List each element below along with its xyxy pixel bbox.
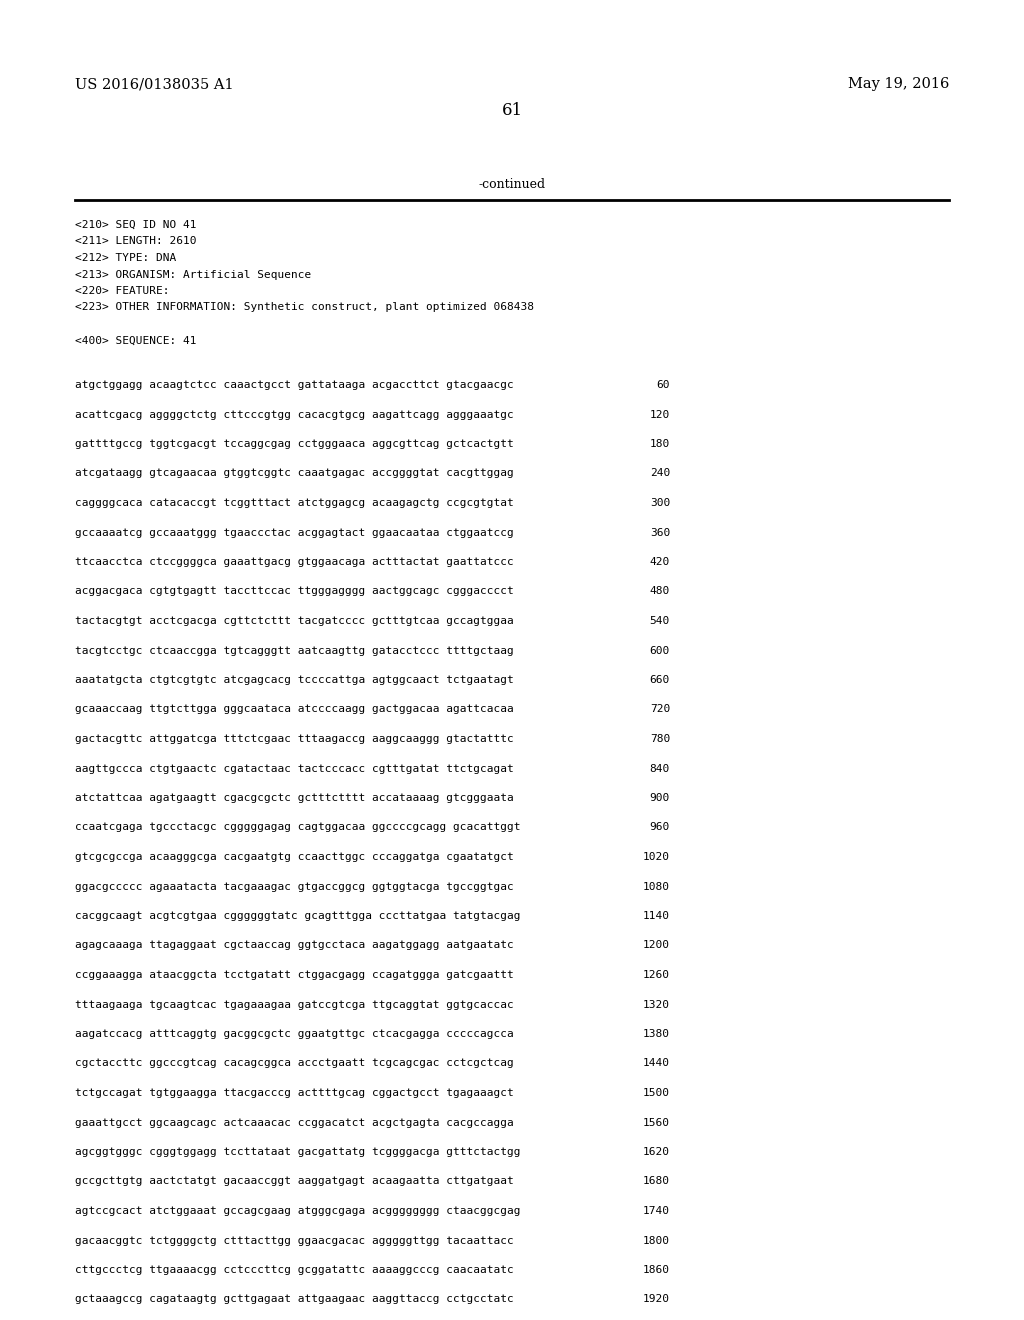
Text: agtccgcact atctggaaat gccagcgaag atgggcgaga acgggggggg ctaacggcgag: agtccgcact atctggaaat gccagcgaag atgggcg… [75,1206,520,1216]
Text: gattttgccg tggtcgacgt tccaggcgag cctgggaaca aggcgttcag gctcactgtt: gattttgccg tggtcgacgt tccaggcgag cctggga… [75,440,514,449]
Text: atgctggagg acaagtctcc caaactgcct gattataaga acgaccttct gtacgaacgc: atgctggagg acaagtctcc caaactgcct gattata… [75,380,514,389]
Text: tactacgtgt acctcgacga cgttctcttt tacgatcccc gctttgtcaa gccagtggaa: tactacgtgt acctcgacga cgttctcttt tacgatc… [75,616,514,626]
Text: 720: 720 [650,705,670,714]
Text: gaaattgcct ggcaagcagc actcaaacac ccggacatct acgctgagta cacgccagga: gaaattgcct ggcaagcagc actcaaacac ccggaca… [75,1118,514,1127]
Text: May 19, 2016: May 19, 2016 [848,77,949,91]
Text: tctgccagat tgtggaagga ttacgacccg acttttgcag cggactgcct tgagaaagct: tctgccagat tgtggaagga ttacgacccg acttttg… [75,1088,514,1098]
Text: 1800: 1800 [643,1236,670,1246]
Text: 1500: 1500 [643,1088,670,1098]
Text: <400> SEQUENCE: 41: <400> SEQUENCE: 41 [75,335,197,346]
Text: tttaagaaga tgcaagtcac tgagaaagaa gatccgtcga ttgcaggtat ggtgcaccac: tttaagaaga tgcaagtcac tgagaaagaa gatccgt… [75,999,514,1010]
Text: 900: 900 [650,793,670,803]
Text: atcgataagg gtcagaacaa gtggtcggtc caaatgagac accggggtat cacgttggag: atcgataagg gtcagaacaa gtggtcggtc caaatga… [75,469,514,479]
Text: 480: 480 [650,586,670,597]
Text: 1680: 1680 [643,1176,670,1187]
Text: 240: 240 [650,469,670,479]
Text: aagttgccca ctgtgaactc cgatactaac tactcccacc cgtttgatat ttctgcagat: aagttgccca ctgtgaactc cgatactaac tactccc… [75,763,514,774]
Text: <211> LENGTH: 2610: <211> LENGTH: 2610 [75,236,197,247]
Text: 540: 540 [650,616,670,626]
Text: <220> FEATURE:: <220> FEATURE: [75,286,170,296]
Text: 1920: 1920 [643,1295,670,1304]
Text: gacaacggtc tctggggctg ctttacttgg ggaacgacac agggggttgg tacaattacc: gacaacggtc tctggggctg ctttacttgg ggaacga… [75,1236,514,1246]
Text: 300: 300 [650,498,670,508]
Text: <210> SEQ ID NO 41: <210> SEQ ID NO 41 [75,220,197,230]
Text: ccggaaagga ataacggcta tcctgatatt ctggacgagg ccagatggga gatcgaattt: ccggaaagga ataacggcta tcctgatatt ctggacg… [75,970,514,979]
Text: 1320: 1320 [643,999,670,1010]
Text: caggggcaca catacaccgt tcggtttact atctggagcg acaagagctg ccgcgtgtat: caggggcaca catacaccgt tcggtttact atctgga… [75,498,514,508]
Text: 1200: 1200 [643,940,670,950]
Text: 1140: 1140 [643,911,670,921]
Text: gctaaagccg cagataagtg gcttgagaat attgaagaac aaggttaccg cctgcctatc: gctaaagccg cagataagtg gcttgagaat attgaag… [75,1295,514,1304]
Text: gccaaaatcg gccaaatggg tgaaccctac acggagtact ggaacaataa ctggaatccg: gccaaaatcg gccaaatggg tgaaccctac acggagt… [75,528,514,537]
Text: gactacgttc attggatcga tttctcgaac tttaagaccg aaggcaaggg gtactatttc: gactacgttc attggatcga tttctcgaac tttaaga… [75,734,514,744]
Text: 660: 660 [650,675,670,685]
Text: ccaatcgaga tgccctacgc cgggggagag cagtggacaa ggccccgcagg gcacattggt: ccaatcgaga tgccctacgc cgggggagag cagtgga… [75,822,520,833]
Text: 1020: 1020 [643,851,670,862]
Text: atctattcaa agatgaagtt cgacgcgctc gctttctttt accataaaag gtcgggaata: atctattcaa agatgaagtt cgacgcgctc gctttct… [75,793,514,803]
Text: 120: 120 [650,409,670,420]
Text: 1440: 1440 [643,1059,670,1068]
Text: US 2016/0138035 A1: US 2016/0138035 A1 [75,77,233,91]
Text: tacgtcctgc ctcaaccgga tgtcagggtt aatcaagttg gatacctccc ttttgctaag: tacgtcctgc ctcaaccgga tgtcagggtt aatcaag… [75,645,514,656]
Text: 1740: 1740 [643,1206,670,1216]
Text: cacggcaagt acgtcgtgaa cggggggtatc gcagtttgga cccttatgaa tatgtacgag: cacggcaagt acgtcgtgaa cggggggtatc gcagtt… [75,911,520,921]
Text: 600: 600 [650,645,670,656]
Text: gccgcttgtg aactctatgt gacaaccggt aaggatgagt acaagaatta cttgatgaat: gccgcttgtg aactctatgt gacaaccggt aaggatg… [75,1176,514,1187]
Text: -continued: -continued [478,178,546,191]
Text: 1620: 1620 [643,1147,670,1158]
Text: gcaaaccaag ttgtcttgga gggcaataca atccccaagg gactggacaa agattcacaa: gcaaaccaag ttgtcttgga gggcaataca atcccca… [75,705,514,714]
Text: 60: 60 [656,380,670,389]
Text: 960: 960 [650,822,670,833]
Text: 1080: 1080 [643,882,670,891]
Text: 360: 360 [650,528,670,537]
Text: 180: 180 [650,440,670,449]
Text: <213> ORGANISM: Artificial Sequence: <213> ORGANISM: Artificial Sequence [75,269,311,280]
Text: cgctaccttc ggcccgtcag cacagcggca accctgaatt tcgcagcgac cctcgctcag: cgctaccttc ggcccgtcag cacagcggca accctga… [75,1059,514,1068]
Text: 1260: 1260 [643,970,670,979]
Text: <223> OTHER INFORMATION: Synthetic construct, plant optimized 068438: <223> OTHER INFORMATION: Synthetic const… [75,302,534,313]
Text: acggacgaca cgtgtgagtt taccttccac ttgggagggg aactggcagc cgggacccct: acggacgaca cgtgtgagtt taccttccac ttgggag… [75,586,514,597]
Text: 420: 420 [650,557,670,568]
Text: agagcaaaga ttagaggaat cgctaaccag ggtgcctaca aagatggagg aatgaatatc: agagcaaaga ttagaggaat cgctaaccag ggtgcct… [75,940,514,950]
Text: cttgccctcg ttgaaaacgg cctcccttcg gcggatattc aaaaggcccg caacaatatc: cttgccctcg ttgaaaacgg cctcccttcg gcggata… [75,1265,514,1275]
Text: gtcgcgccga acaagggcga cacgaatgtg ccaacttggc cccaggatga cgaatatgct: gtcgcgccga acaagggcga cacgaatgtg ccaactt… [75,851,514,862]
Text: <212> TYPE: DNA: <212> TYPE: DNA [75,253,176,263]
Text: 840: 840 [650,763,670,774]
Text: 1860: 1860 [643,1265,670,1275]
Text: aagatccacg atttcaggtg gacggcgctc ggaatgttgc ctcacgagga cccccagcca: aagatccacg atttcaggtg gacggcgctc ggaatgt… [75,1030,514,1039]
Text: acattcgacg aggggctctg cttcccgtgg cacacgtgcg aagattcagg agggaaatgc: acattcgacg aggggctctg cttcccgtgg cacacgt… [75,409,514,420]
Text: 780: 780 [650,734,670,744]
Text: 61: 61 [502,102,522,119]
Text: aaatatgcta ctgtcgtgtc atcgagcacg tccccattga agtggcaact tctgaatagt: aaatatgcta ctgtcgtgtc atcgagcacg tccccat… [75,675,514,685]
Text: ttcaacctca ctccggggca gaaattgacg gtggaacaga actttactat gaattatccc: ttcaacctca ctccggggca gaaattgacg gtggaac… [75,557,514,568]
Text: 1560: 1560 [643,1118,670,1127]
Text: ggacgccccc agaaatacta tacgaaagac gtgaccggcg ggtggtacga tgccggtgac: ggacgccccc agaaatacta tacgaaagac gtgaccg… [75,882,514,891]
Text: agcggtgggc cgggtggagg tccttataat gacgattatg tcggggacga gtttctactgg: agcggtgggc cgggtggagg tccttataat gacgatt… [75,1147,520,1158]
Text: 1380: 1380 [643,1030,670,1039]
